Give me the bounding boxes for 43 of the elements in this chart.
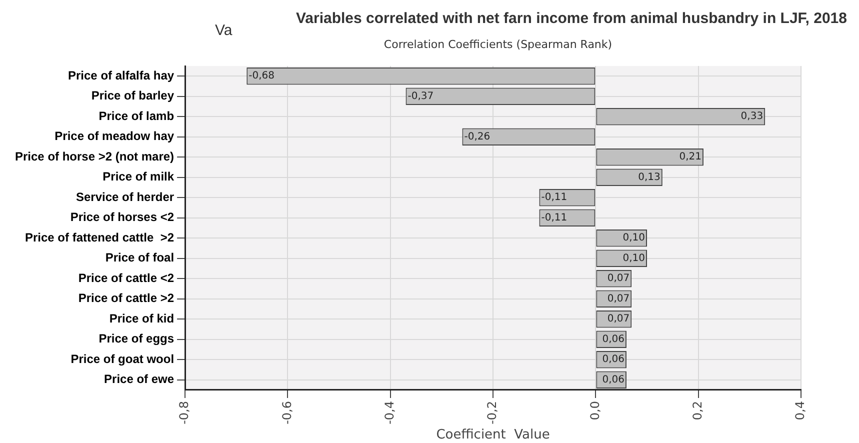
data-label: 0,10 [622,252,646,264]
x-tick-label: 0,4 [793,400,808,420]
data-label: -0,26 [464,131,490,142]
x-tick-label: -0,4 [382,400,396,424]
y-tick-label: Price of fattened cattle >2 [24,230,174,244]
data-label: 0,06 [602,374,624,386]
y-tick-label: Price of lamb [98,108,174,123]
data-label: 0,07 [607,273,630,284]
y-tick-label: Price of kid [109,311,174,326]
data-label: 0,07 [607,293,630,304]
text: Va [215,22,232,39]
chart-title: Variables correlated with net farn income from animal husbandry in LJF, 2018 [296,10,847,27]
data-label: 0,07 [607,314,630,325]
data-label: 0,33 [740,111,764,122]
data-label: 0,13 [638,172,660,183]
y-tick-label: Price of milk [102,170,174,184]
chart-subtitle: Correlation Coefficients (Spearman Rank) [382,38,614,51]
y-tick-label: Price of goat wool [70,352,174,366]
y-tick-label: Price of eggs [98,332,174,346]
y-tick-label: Service of herder [76,190,174,204]
y-tick-label: Price of ewe [104,372,174,386]
x-tick-label: 0,2 [690,400,704,420]
data-label: 0,06 [602,334,624,345]
y-tick-label: Price of alfalfa hay [68,68,174,82]
data-label: -0,37 [408,90,434,102]
y-tick-label: Price of meadow hay [54,129,174,144]
x-tick-label: 0,0 [588,400,602,420]
data-label: -0,68 [248,70,275,82]
y-tick-label: Price of barley [91,88,174,103]
y-tick-label: Price of cattle <2 [78,270,174,285]
x-tick-label: -0,6 [280,400,294,424]
y-tick-label: Price of cattle >2 [78,291,174,306]
y-tick-label: Price of foal [105,250,174,265]
data-label: 0,21 [679,152,702,163]
x-tick-label: -0,2 [485,400,500,424]
data-label: -0,11 [541,192,568,204]
x-tick-label: -0,8 [177,400,192,424]
x-axis-title: Coefficient Value [436,428,550,443]
data-label: 0,06 [602,354,624,366]
data-label: 0,10 [622,232,646,244]
y-tick-label: Price of horses <2 [70,210,174,224]
data-label: -0,11 [541,212,568,224]
y-tick-label: Price of horse >2 (not mare) [15,149,174,164]
